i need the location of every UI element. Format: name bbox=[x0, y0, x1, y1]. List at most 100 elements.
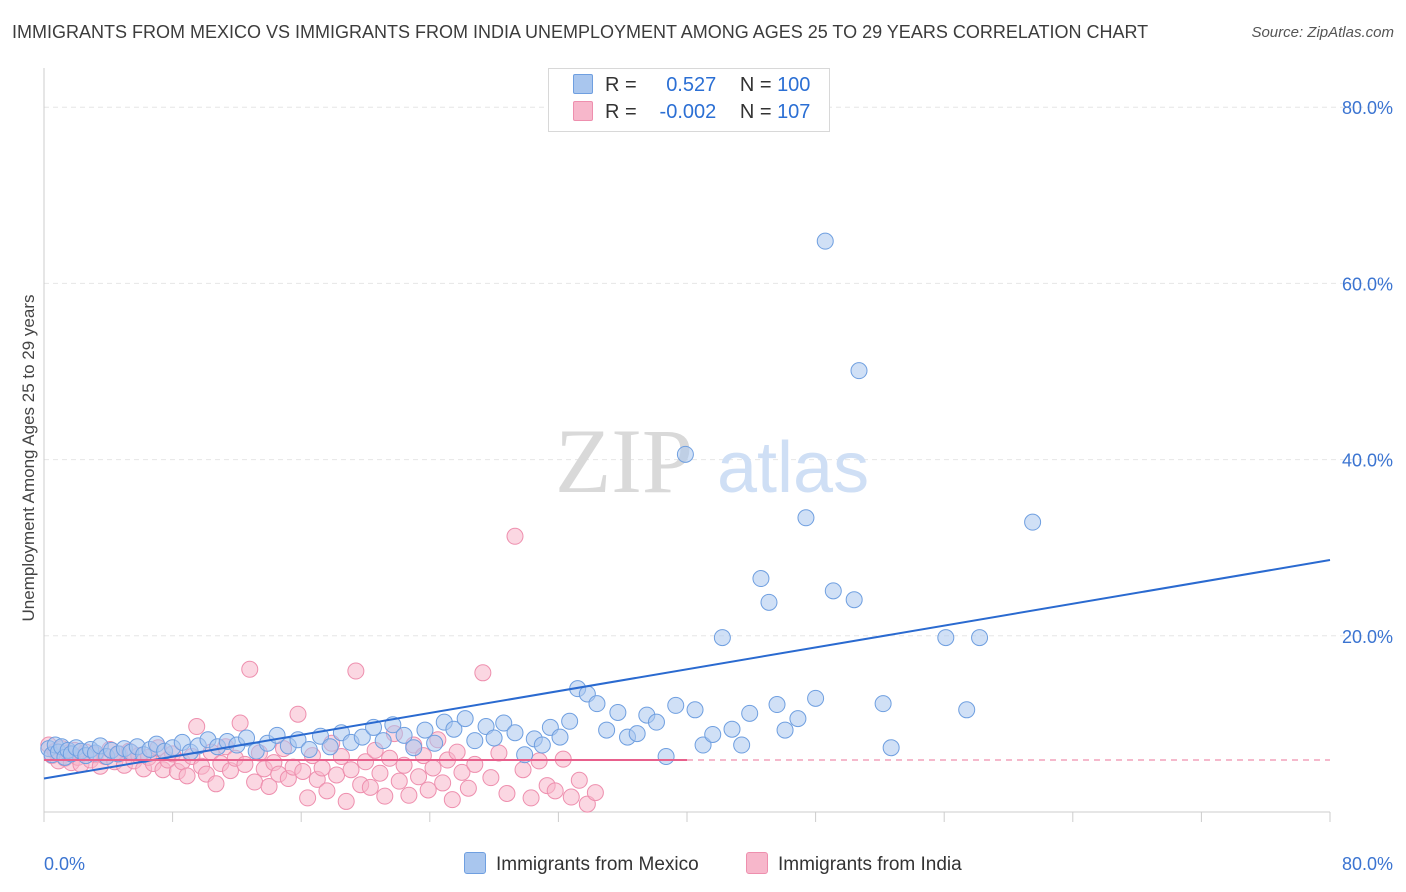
mexico-point bbox=[816, 232, 834, 250]
india-point bbox=[318, 782, 336, 800]
india-point bbox=[299, 789, 317, 807]
legend-row-india: R = -0.002 N = 107 bbox=[573, 101, 810, 127]
india-point bbox=[289, 705, 307, 723]
india-point bbox=[453, 763, 471, 781]
mexico-point bbox=[416, 721, 434, 739]
grid-lines bbox=[44, 106, 1392, 637]
india-point bbox=[562, 788, 580, 806]
mexico-point bbox=[760, 593, 778, 611]
mexico-point bbox=[551, 728, 569, 746]
india-point bbox=[586, 784, 604, 802]
legend-n-label: N = bbox=[739, 101, 772, 123]
mexico-point bbox=[807, 689, 825, 707]
india-point bbox=[246, 773, 264, 791]
bottom-legend-india: Immigrants from India bbox=[746, 852, 962, 876]
mexico-trend-line bbox=[43, 559, 1331, 780]
india-point bbox=[482, 769, 500, 787]
india-point bbox=[490, 744, 508, 762]
mexico-point bbox=[797, 509, 815, 527]
mexico-point bbox=[667, 696, 685, 714]
mexico-point bbox=[874, 695, 892, 713]
india-point bbox=[207, 775, 225, 793]
legend-row-mexico: R = 0.527 N = 100 bbox=[573, 74, 810, 100]
x-tick-label: 0.0% bbox=[44, 854, 85, 874]
india-point bbox=[424, 759, 442, 777]
mexico-point bbox=[238, 729, 256, 747]
legend-india-r: -0.002 bbox=[659, 101, 717, 123]
mexico-point bbox=[704, 725, 722, 743]
india-point bbox=[419, 781, 437, 799]
india-point bbox=[400, 786, 418, 804]
mexico-point bbox=[495, 714, 513, 732]
mexico-point bbox=[686, 701, 704, 719]
india-swatch bbox=[746, 852, 768, 874]
mexico-point bbox=[516, 746, 534, 764]
bottom-legend-india-label: Immigrants from India bbox=[778, 854, 962, 875]
y-tick-labels: 20.0% 40.0% 60.0% 80.0% bbox=[1342, 98, 1393, 647]
legend-mexico-r: 0.527 bbox=[666, 74, 717, 96]
mexico-point bbox=[789, 710, 807, 728]
mexico-point bbox=[824, 582, 842, 600]
india-point bbox=[260, 777, 278, 795]
india-point bbox=[381, 749, 399, 767]
mexico-points bbox=[40, 232, 1042, 766]
chart-title: IMMIGRANTS FROM MEXICO VS IMMIGRANTS FRO… bbox=[12, 22, 1149, 42]
mexico-point bbox=[456, 710, 474, 728]
india-point bbox=[506, 527, 524, 545]
india-point bbox=[570, 771, 588, 789]
mexico-point bbox=[694, 736, 712, 754]
watermark-atlas: atlas bbox=[717, 428, 869, 508]
mexico-point bbox=[1024, 513, 1042, 531]
source-label: Source: ZipAtlas.com bbox=[1251, 24, 1394, 41]
mexico-point bbox=[598, 721, 616, 739]
india-point bbox=[522, 789, 540, 807]
correlation-legend: R = 0.527 N = 100 R = -0.002 N = 107 bbox=[548, 68, 830, 132]
india-point bbox=[498, 785, 516, 802]
mexico-point bbox=[353, 728, 371, 746]
legend-r-label: R = bbox=[605, 74, 637, 96]
mexico-point bbox=[733, 736, 751, 754]
y-axis-label: Unemployment Among Ages 25 to 29 years bbox=[19, 295, 38, 622]
mexico-point bbox=[768, 696, 786, 714]
legend-r-label: R = bbox=[605, 101, 637, 123]
mexico-point bbox=[845, 591, 863, 609]
mexico-point bbox=[971, 629, 989, 647]
mexico-point bbox=[776, 721, 794, 739]
mexico-point bbox=[445, 720, 463, 738]
mexico-point bbox=[882, 739, 900, 757]
x-tick-labels: 0.0% 80.0% bbox=[44, 854, 1393, 874]
mexico-point bbox=[713, 629, 731, 647]
mexico-point bbox=[609, 703, 627, 721]
india-point bbox=[236, 755, 254, 773]
mexico-point bbox=[723, 720, 741, 738]
india-point bbox=[342, 761, 360, 779]
india-point bbox=[410, 768, 428, 786]
india-point bbox=[395, 756, 413, 774]
legend-n-label: N = bbox=[739, 74, 772, 96]
mexico-point bbox=[628, 725, 646, 743]
mexico-point bbox=[426, 734, 444, 752]
mexico-point bbox=[741, 704, 759, 722]
india-point bbox=[178, 767, 196, 785]
y-tick-label: 80.0% bbox=[1342, 98, 1393, 118]
mexico-swatch bbox=[464, 852, 486, 874]
india-point bbox=[434, 774, 452, 792]
india-point bbox=[328, 766, 346, 784]
mexico-point bbox=[937, 629, 955, 647]
india-point bbox=[357, 753, 374, 771]
mexico-point bbox=[485, 729, 503, 747]
trend-lines bbox=[43, 559, 1331, 780]
india-points bbox=[40, 527, 604, 813]
mexico-point bbox=[752, 570, 770, 588]
legend-india-n: 107 bbox=[777, 101, 811, 123]
india-point bbox=[390, 772, 408, 790]
watermark-zip: ZIP bbox=[555, 410, 693, 512]
india-point bbox=[361, 778, 379, 796]
y-tick-label: 40.0% bbox=[1342, 451, 1393, 471]
mexico-point bbox=[395, 726, 413, 744]
mexico-swatch bbox=[573, 74, 593, 94]
mexico-point bbox=[588, 695, 606, 713]
axes bbox=[43, 68, 1331, 822]
mexico-point bbox=[300, 740, 318, 758]
